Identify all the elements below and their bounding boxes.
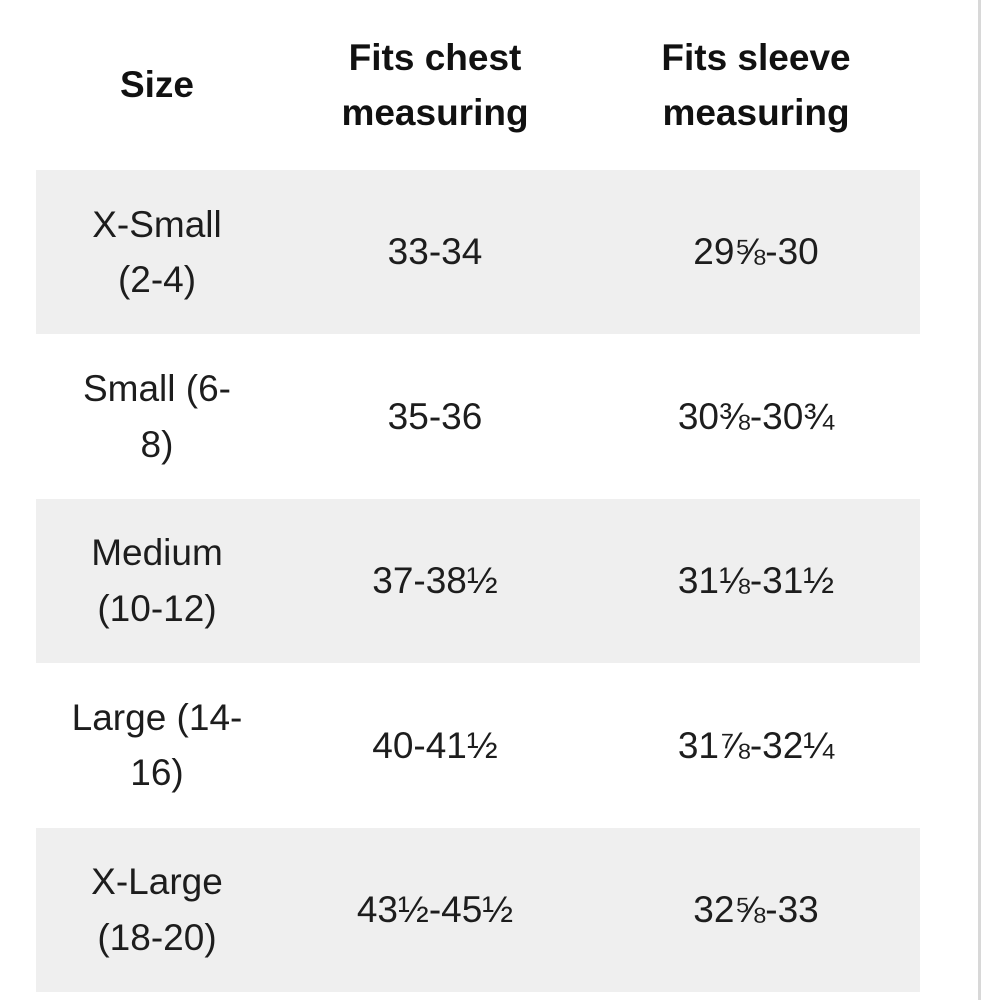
sleeve-cell: 30⅜-30¾ — [677, 395, 835, 437]
size-cell: X-Small (2-4) — [92, 203, 222, 301]
chest-column-header: Fits chest measuring — [341, 36, 529, 134]
table-row: X-Large (18-20) 43½-45½ 32⅝-33 — [36, 827, 920, 992]
table-header-row: Size Fits chest measuring Fits sleeve me… — [36, 0, 920, 170]
size-column-header: Size — [119, 64, 195, 106]
size-cell: X-Large (18-20) — [91, 861, 223, 958]
chest-cell: 33-34 — [387, 231, 483, 273]
sleeve-cell: 31⅞-32¼ — [677, 724, 835, 766]
chest-cell: 40-41½ — [372, 724, 498, 766]
size-cell: Medium (10-12) — [91, 532, 223, 629]
sleeve-cell: 29⅝-30 — [693, 231, 819, 273]
size-chart-table: Size Fits chest measuring Fits sleeve me… — [36, 0, 920, 992]
chest-cell: 37-38½ — [372, 560, 498, 602]
size-cell: Large (14- 16) — [71, 696, 243, 794]
sleeve-column-header: Fits sleeve measuring — [661, 36, 851, 134]
sleeve-cell: 32⅝-33 — [693, 889, 819, 930]
chest-cell: 35-36 — [387, 395, 483, 437]
sleeve-cell: 31⅛-31½ — [677, 560, 835, 602]
vertical-border-line — [978, 0, 981, 1000]
table-row: Medium (10-12) 37-38½ 31⅛-31½ — [36, 498, 920, 664]
size-cell: Small (6- 8) — [82, 368, 232, 465]
chest-cell: 43½-45½ — [356, 889, 514, 930]
table-row: X-Small (2-4) 33-34 29⅝-30 — [36, 170, 920, 335]
table-row: Small (6- 8) 35-36 30⅜-30¾ — [36, 334, 920, 498]
table-row: Large (14- 16) 40-41½ 31⅞-32¼ — [36, 663, 920, 827]
